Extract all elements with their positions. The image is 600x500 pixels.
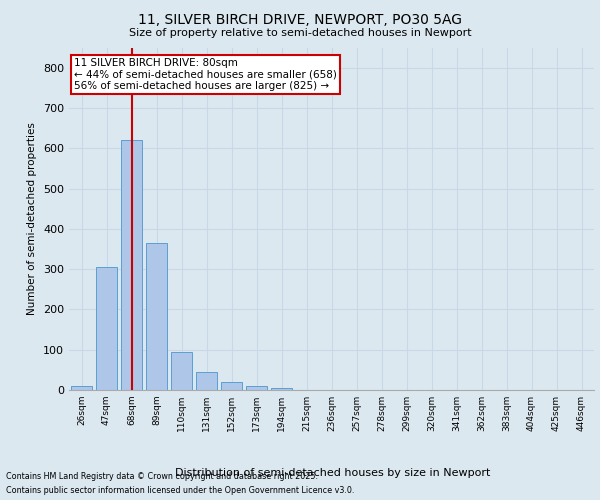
Bar (96, 267, 117, 390)
Bar (171, 352, 192, 390)
Bar (196, 372, 217, 390)
Text: Size of property relative to semi-detached houses in Newport: Size of property relative to semi-detach… (128, 28, 472, 38)
Bar (146, 243, 167, 390)
Text: 11 SILVER BIRCH DRIVE: 80sqm
← 44% of semi-detached houses are smaller (658)
56%: 11 SILVER BIRCH DRIVE: 80sqm ← 44% of se… (74, 58, 337, 91)
Bar (271, 388, 292, 390)
Bar (71, 386, 92, 390)
Y-axis label: Number of semi-detached properties: Number of semi-detached properties (28, 122, 37, 315)
Bar (221, 382, 242, 390)
Bar (121, 140, 142, 390)
Text: Distribution of semi-detached houses by size in Newport: Distribution of semi-detached houses by … (175, 468, 491, 477)
Text: 11, SILVER BIRCH DRIVE, NEWPORT, PO30 5AG: 11, SILVER BIRCH DRIVE, NEWPORT, PO30 5A… (138, 12, 462, 26)
Text: Contains public sector information licensed under the Open Government Licence v3: Contains public sector information licen… (6, 486, 355, 495)
Text: Contains HM Land Registry data © Crown copyright and database right 2025.: Contains HM Land Registry data © Crown c… (6, 472, 318, 481)
Bar (246, 386, 267, 390)
